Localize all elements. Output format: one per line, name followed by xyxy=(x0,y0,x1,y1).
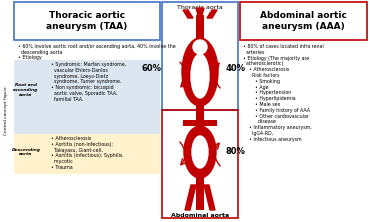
FancyBboxPatch shape xyxy=(196,15,204,210)
Text: Descending
aorta: Descending aorta xyxy=(12,148,40,156)
Text: • Etiology: • Etiology xyxy=(18,55,42,60)
Ellipse shape xyxy=(193,40,207,54)
Polygon shape xyxy=(204,185,215,210)
Text: 80%: 80% xyxy=(226,147,246,157)
Text: Abdominal aortic
aneurysm (AAA): Abdominal aortic aneurysm (AAA) xyxy=(260,11,347,31)
Text: • 80% of cases located infra renal
  arteries
• Etiology (The majority are
  ath: • 80% of cases located infra renal arter… xyxy=(243,44,324,142)
Ellipse shape xyxy=(184,126,216,178)
Polygon shape xyxy=(196,8,204,15)
FancyBboxPatch shape xyxy=(204,120,217,126)
FancyBboxPatch shape xyxy=(14,2,160,40)
Polygon shape xyxy=(185,185,196,210)
Text: • Atherosclerosis
  • Aortitis (non-infectious):
    Takayasu, Giant-cell,
  • A: • Atherosclerosis • Aortitis (non-infect… xyxy=(48,136,124,170)
Ellipse shape xyxy=(192,136,208,168)
FancyBboxPatch shape xyxy=(14,134,160,174)
FancyBboxPatch shape xyxy=(14,60,160,134)
Ellipse shape xyxy=(182,38,218,106)
FancyBboxPatch shape xyxy=(183,120,196,126)
FancyBboxPatch shape xyxy=(240,2,367,40)
Text: 60%: 60% xyxy=(141,63,161,73)
Ellipse shape xyxy=(191,54,209,98)
Text: Root and
ascending
aorta: Root and ascending aorta xyxy=(13,83,39,97)
Text: Thoracic aorta: Thoracic aorta xyxy=(177,5,223,10)
Text: 40%: 40% xyxy=(226,63,246,73)
Text: • 60% involve aortic root and/or ascending aorta, 40% involve the
  descending a: • 60% involve aortic root and/or ascendi… xyxy=(18,44,176,55)
Polygon shape xyxy=(183,10,193,18)
Text: • Syndromic: Marfan syndrome,
    vascular Ehlers-Danlos
    syndrome, Loeys-Die: • Syndromic: Marfan syndrome, vascular E… xyxy=(48,62,126,102)
Text: Abdominal aorta: Abdominal aorta xyxy=(171,213,229,218)
Text: Central concept figure: Central concept figure xyxy=(4,87,8,135)
Polygon shape xyxy=(207,10,217,18)
Text: Thoracic aortic
aneurysm (TAA): Thoracic aortic aneurysm (TAA) xyxy=(46,11,128,31)
